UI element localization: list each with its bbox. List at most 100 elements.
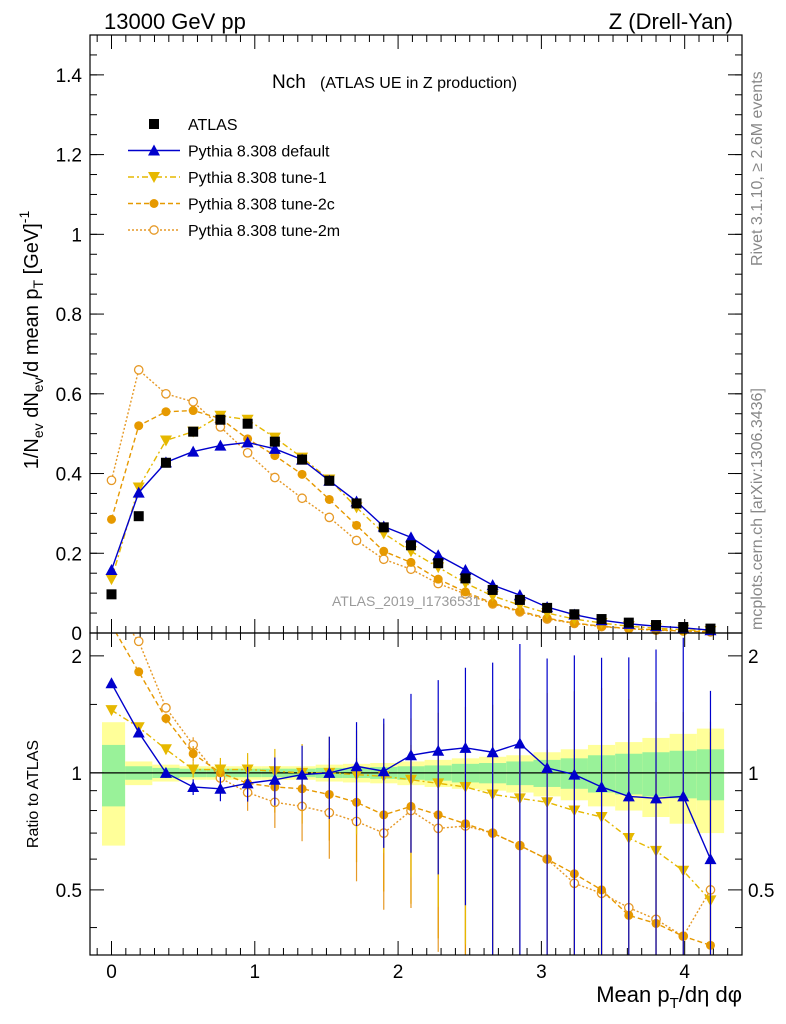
main-y-tick-label: 0 xyxy=(71,624,82,645)
ratio-point-default xyxy=(622,790,635,802)
ratio-point-tune1 xyxy=(187,764,200,776)
x-axis-label: Mean pT/dη dφ xyxy=(596,982,742,1012)
plot-title-sub: (ATLAS UE in Z production) xyxy=(320,75,517,92)
ratio-y-tick-label: 2 xyxy=(71,647,82,668)
x-tick-label: 1 xyxy=(250,962,261,983)
point-data xyxy=(133,511,144,522)
ratio-point-default xyxy=(486,746,499,758)
mcplots-label: mcplots.cern.ch [arXiv:1306.3436] xyxy=(749,388,766,630)
x-tick-label: 0 xyxy=(106,962,117,983)
svg-text:1/Nev dNev/d mean pT [GeV]-1: 1/Nev dNev/d mean pT [GeV]-1 xyxy=(16,211,46,470)
legend-marker-tune1 xyxy=(148,172,160,183)
point-tune2m xyxy=(106,475,117,486)
ratio-point-tune2m xyxy=(107,601,115,609)
point-data xyxy=(324,475,335,486)
point-data xyxy=(542,602,553,613)
ratio-point-tune2c xyxy=(161,714,171,724)
legend-marker-default xyxy=(148,144,160,156)
ratio-point-default xyxy=(187,780,200,792)
point-tune2m xyxy=(378,554,389,565)
point-tune2c xyxy=(460,587,470,597)
point-tune2m xyxy=(188,396,199,407)
point-default xyxy=(132,486,145,498)
ratio-y-tick-label: 1 xyxy=(71,764,82,785)
point-data xyxy=(596,614,607,625)
point-data xyxy=(487,584,498,595)
legend-marker-tune2c xyxy=(149,199,159,208)
x-tick-label: 2 xyxy=(393,962,404,983)
ratio-point-default xyxy=(459,741,472,753)
point-tune1 xyxy=(159,435,172,447)
point-tune2c xyxy=(297,469,307,479)
main-y-tick-label: 0.4 xyxy=(56,465,83,486)
point-data xyxy=(678,622,689,633)
point-tune2c xyxy=(161,407,171,417)
ratio-point-default xyxy=(404,749,417,761)
point-tune2m xyxy=(297,493,307,504)
x-tick-label: 4 xyxy=(679,962,690,983)
watermark-label: ATLAS_2019_I1736531 xyxy=(332,593,481,609)
main-y-tick-label: 0.6 xyxy=(56,385,82,406)
ratio-y-tick-label: 0.5 xyxy=(56,881,82,902)
ratio-point-default xyxy=(268,773,281,785)
point-tune2c xyxy=(324,494,334,504)
point-data xyxy=(569,609,580,620)
point-default xyxy=(214,439,227,451)
point-tune2m xyxy=(324,512,335,523)
point-default xyxy=(105,564,118,576)
ratio-y-tick-label-right: 2 xyxy=(748,647,759,668)
legend-item-default: Pythia 8.308 default xyxy=(128,144,330,161)
ratio-point-tune1 xyxy=(159,744,172,756)
ratio-point-default xyxy=(350,760,363,772)
point-data xyxy=(215,414,226,425)
ratio-point-default xyxy=(513,737,526,749)
legend-label-tune2c: Pythia 8.308 tune-2c xyxy=(188,197,335,214)
point-data xyxy=(351,498,362,509)
ratio-point-default xyxy=(323,766,336,778)
point-tune2m xyxy=(270,472,280,483)
point-tune1 xyxy=(105,574,118,586)
legend-marker-data xyxy=(149,119,159,129)
ratio-point-tune2c xyxy=(134,667,144,677)
point-tune2c xyxy=(188,406,198,416)
ratio-point-default xyxy=(704,853,717,865)
ratio-panel: 0.5 0.51 12 20 1 2 3 4 Ratio to ATLAS Mean pT/d… xyxy=(25,601,774,1012)
legend-label-default: Pythia 8.308 default xyxy=(188,144,330,161)
point-tune2c xyxy=(134,421,144,431)
point-data xyxy=(269,436,280,447)
main-y-tick-label: 0.2 xyxy=(56,544,82,565)
ratio-point-default xyxy=(377,765,390,777)
legend-label-tune2m: Pythia 8.308 tune-2m xyxy=(188,223,340,240)
ratio-series-default xyxy=(105,637,717,955)
legend-item-data: ATLAS xyxy=(149,117,238,134)
main-y-tick-label: 1.4 xyxy=(56,66,83,87)
point-data xyxy=(297,454,308,465)
main-panel: 0 0.2 0.4 0.6 0.8 1 1.2 1.4 Nch (ATLAS UE in Z … xyxy=(16,34,743,645)
ratio-point-default xyxy=(432,744,445,756)
legend-label-data: ATLAS xyxy=(188,117,238,134)
legend: ATLAS Pythia 8.308 default Pythia 8.308 tu… xyxy=(128,117,340,240)
ratio-point-default xyxy=(541,761,554,773)
ratio-point-default xyxy=(214,782,227,794)
point-data xyxy=(242,418,253,429)
point-tune2m xyxy=(161,388,171,399)
ratio-point-tune2m xyxy=(161,702,171,713)
point-data xyxy=(405,540,416,551)
ratio-point-default xyxy=(650,792,663,804)
point-data xyxy=(623,617,634,628)
point-data xyxy=(378,522,389,533)
main-y-tick-label: 1 xyxy=(71,225,82,246)
legend-item-tune2c: Pythia 8.308 tune-2c xyxy=(128,197,335,214)
point-tune2c xyxy=(352,520,362,530)
ratio-point-default xyxy=(595,780,608,792)
point-tune2c xyxy=(379,546,389,556)
ratio-point-default xyxy=(159,766,172,778)
legend-item-tune2m: Pythia 8.308 tune-2m xyxy=(128,223,340,240)
ratio-point-tune1 xyxy=(214,764,227,776)
x-tick-label: 3 xyxy=(536,962,547,983)
ratio-point-tune2m xyxy=(133,636,144,647)
process-name-label: Z (Drell-Yan) xyxy=(609,9,733,34)
point-tune2m xyxy=(133,365,144,375)
plot-title-main: Nch xyxy=(272,72,306,93)
